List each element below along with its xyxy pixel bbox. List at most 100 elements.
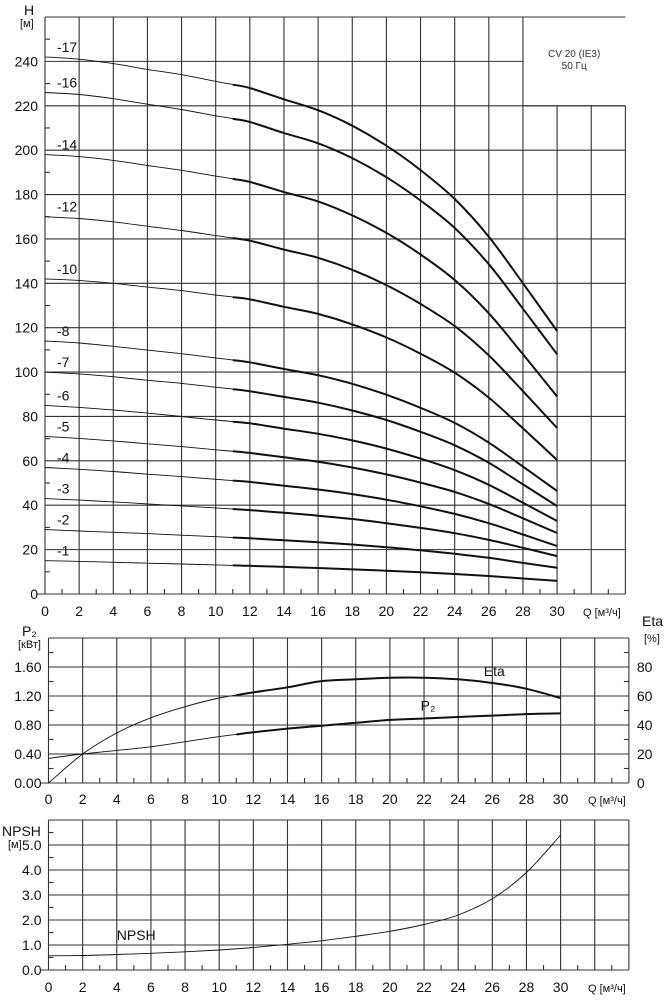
x-tick-label: 16 — [314, 791, 330, 807]
series--1: -1 — [44, 543, 558, 582]
series-label: -12 — [57, 199, 77, 215]
series-line-thick — [232, 388, 558, 507]
series-label: -3 — [57, 481, 70, 497]
series-line — [44, 92, 558, 355]
series-label: -1 — [57, 543, 70, 559]
x-tick-label: 8 — [181, 791, 189, 807]
y-tick-label: 220 — [15, 98, 39, 114]
x-tick-label: 4 — [113, 791, 121, 807]
y-tick-label: 5.0 — [22, 837, 42, 853]
series-line — [48, 677, 561, 784]
series-line — [44, 529, 558, 569]
series-label: -10 — [57, 261, 77, 277]
x-tick-label: 6 — [144, 603, 152, 619]
x-tick-label: 22 — [416, 979, 432, 995]
y-tick-label: 1.0 — [22, 937, 42, 953]
x-tick-label: 24 — [450, 979, 466, 995]
series-label: NPSH — [117, 927, 156, 943]
x-tick-label: 8 — [181, 979, 189, 995]
series-line — [44, 404, 558, 522]
series-line-thick — [236, 712, 561, 736]
series-label: Eta — [484, 663, 505, 679]
series--4: -4 — [44, 450, 558, 548]
x-tick-label: 14 — [276, 603, 292, 619]
series-line-thick — [232, 420, 558, 522]
series--16: -16 — [44, 74, 558, 355]
x-tick-label: 26 — [485, 979, 501, 995]
y-tick-label: 140 — [15, 275, 39, 291]
y-tick-label: 200 — [15, 142, 39, 158]
y-tick-label: 0.0 — [22, 962, 42, 978]
y-tick-label: 80 — [22, 408, 38, 424]
series-line — [44, 371, 558, 507]
series-line — [44, 498, 558, 557]
series-line — [44, 435, 558, 534]
x-tick-label: 10 — [208, 603, 224, 619]
x-axis-label: Q [м³/ч] — [588, 983, 626, 995]
chart-panel-3: 0 2 4 6 8 10 12 14 16 18 20 22 24 26 28 300.01.02.03.04… — [2, 819, 630, 995]
x-tick-label: 24 — [447, 603, 463, 619]
x-tick-label: 12 — [246, 979, 262, 995]
series--6: -6 — [44, 387, 558, 522]
x-tick-label: 28 — [515, 603, 531, 619]
y2-axis-label: Eta — [642, 613, 663, 629]
x-tick-label: 16 — [314, 979, 330, 995]
y-tick-label: 0 — [30, 586, 38, 602]
x-tick-label: 4 — [113, 979, 121, 995]
x-tick-label: 20 — [379, 603, 395, 619]
x-axis-label: Q [м³/ч] — [583, 607, 621, 619]
series-label: -2 — [57, 512, 70, 528]
series-line-thick — [232, 536, 558, 569]
y-tick-label: 0.40 — [14, 746, 41, 762]
series-line-thick — [232, 359, 558, 492]
y-tick-label: 180 — [15, 187, 39, 203]
x-tick-label: 26 — [485, 791, 501, 807]
x-tick-label: 0 — [41, 603, 49, 619]
series-P₂: P₂ — [48, 697, 561, 759]
series-line — [44, 216, 558, 429]
series-NPSH: NPSH — [48, 834, 561, 957]
series-line-thick — [236, 676, 561, 699]
series-label: -6 — [57, 387, 70, 403]
x-axis-label: Q [м³/ч] — [588, 795, 626, 807]
frequency-label: 50 Гц — [562, 61, 587, 72]
x-tick-label: 24 — [450, 791, 466, 807]
series-line — [44, 467, 558, 547]
x-tick-label: 14 — [280, 791, 296, 807]
series--14: -14 — [44, 137, 558, 398]
series-label: -5 — [57, 418, 70, 434]
x-tick-label: 22 — [416, 791, 432, 807]
y-tick-label: 4.0 — [22, 862, 42, 878]
y-axis-label: NPSH — [2, 823, 41, 839]
y2-tick-label: 40 — [637, 717, 653, 733]
y2-tick-label: 0 — [637, 775, 645, 791]
x-tick-label: 12 — [246, 791, 262, 807]
y-axis-unit: [кВт] — [18, 639, 41, 651]
series-label: -17 — [57, 39, 77, 55]
series-line — [44, 56, 558, 332]
series-label: -8 — [57, 323, 70, 339]
y-tick-label: 240 — [15, 53, 39, 69]
x-tick-label: 8 — [178, 603, 186, 619]
y-tick-label: 2.0 — [22, 912, 42, 928]
series-line — [44, 278, 558, 461]
x-tick-label: 2 — [79, 791, 87, 807]
x-tick-label: 14 — [280, 979, 296, 995]
series-label: -16 — [57, 74, 77, 90]
series-line — [48, 834, 561, 957]
model-label: CV 20 (IE3) — [548, 49, 600, 60]
y-tick-label: 160 — [15, 231, 39, 247]
y-tick-label: 40 — [22, 497, 38, 513]
series-line-thick — [232, 178, 558, 398]
y2-tick-label: 20 — [637, 746, 653, 762]
y-axis-unit: [м] — [8, 839, 22, 851]
x-tick-label: 20 — [382, 979, 398, 995]
series-line-thick — [232, 296, 558, 461]
series-line — [44, 154, 558, 397]
x-tick-label: 10 — [211, 979, 227, 995]
y-tick-label: 1.20 — [14, 688, 41, 704]
series--12: -12 — [44, 199, 558, 429]
series--2: -2 — [44, 512, 558, 569]
